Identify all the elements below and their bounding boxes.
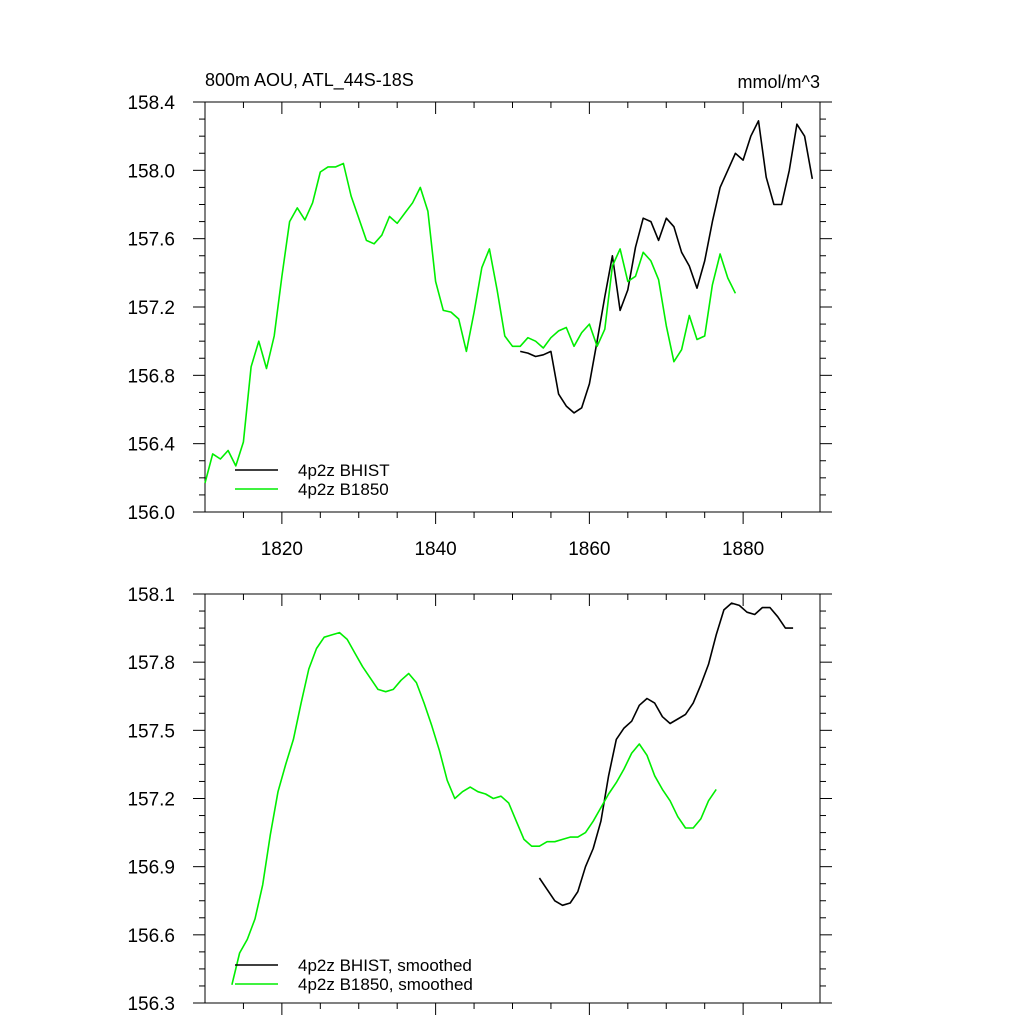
legend-label: 4p2z B1850, smoothed xyxy=(298,975,473,994)
plot-frame xyxy=(204,593,821,1004)
series-line-bhist xyxy=(538,602,794,907)
x-tick-label: 1860 xyxy=(568,539,610,560)
legend-label: 4p2z B1850 xyxy=(298,480,389,499)
y-tick-label: 157.2 xyxy=(127,298,175,319)
y-tick-label: 156.3 xyxy=(127,994,175,1015)
legend-label: 4p2z BHIST, smoothed xyxy=(298,956,472,975)
y-tick-label: 158.0 xyxy=(127,161,175,182)
y-tick-label: 157.6 xyxy=(127,230,175,251)
series-line-bhist xyxy=(520,120,814,414)
x-tick-label: 1820 xyxy=(261,539,303,560)
top-panel-chart: 1820 1840 1860 1880 156.0 156.4 156.8 157.2 157.… xyxy=(127,70,832,560)
y-tick-label: 158.1 xyxy=(127,585,175,606)
plot-frame xyxy=(204,101,821,513)
y-tick-label: 157.5 xyxy=(127,721,175,742)
y-tick-label: 156.4 xyxy=(127,435,175,456)
y-tick-label: 156.0 xyxy=(127,503,175,524)
bottom-panel-chart: 156.3 156.6 156.9 157.2 157.5 157.8 158.1 4p2z … xyxy=(127,585,832,1015)
y-tick-label: 156.8 xyxy=(127,366,175,387)
x-tick-label: 1840 xyxy=(414,539,456,560)
y-tick-label: 156.9 xyxy=(127,858,175,879)
y-tick-label: 157.8 xyxy=(127,653,175,674)
series-line-b1850 xyxy=(204,162,737,484)
legend-label: 4p2z BHIST xyxy=(298,461,390,480)
x-tick-label: 1880 xyxy=(722,539,764,560)
units-label: mmol/m^3 xyxy=(738,72,820,92)
y-tick-label: 157.2 xyxy=(127,790,175,811)
series-line-b1850 xyxy=(231,631,717,985)
chart-title: 800m AOU, ATL_44S-18S xyxy=(205,70,414,91)
y-tick-label: 158.4 xyxy=(127,93,175,114)
y-tick-label: 156.6 xyxy=(127,926,175,947)
